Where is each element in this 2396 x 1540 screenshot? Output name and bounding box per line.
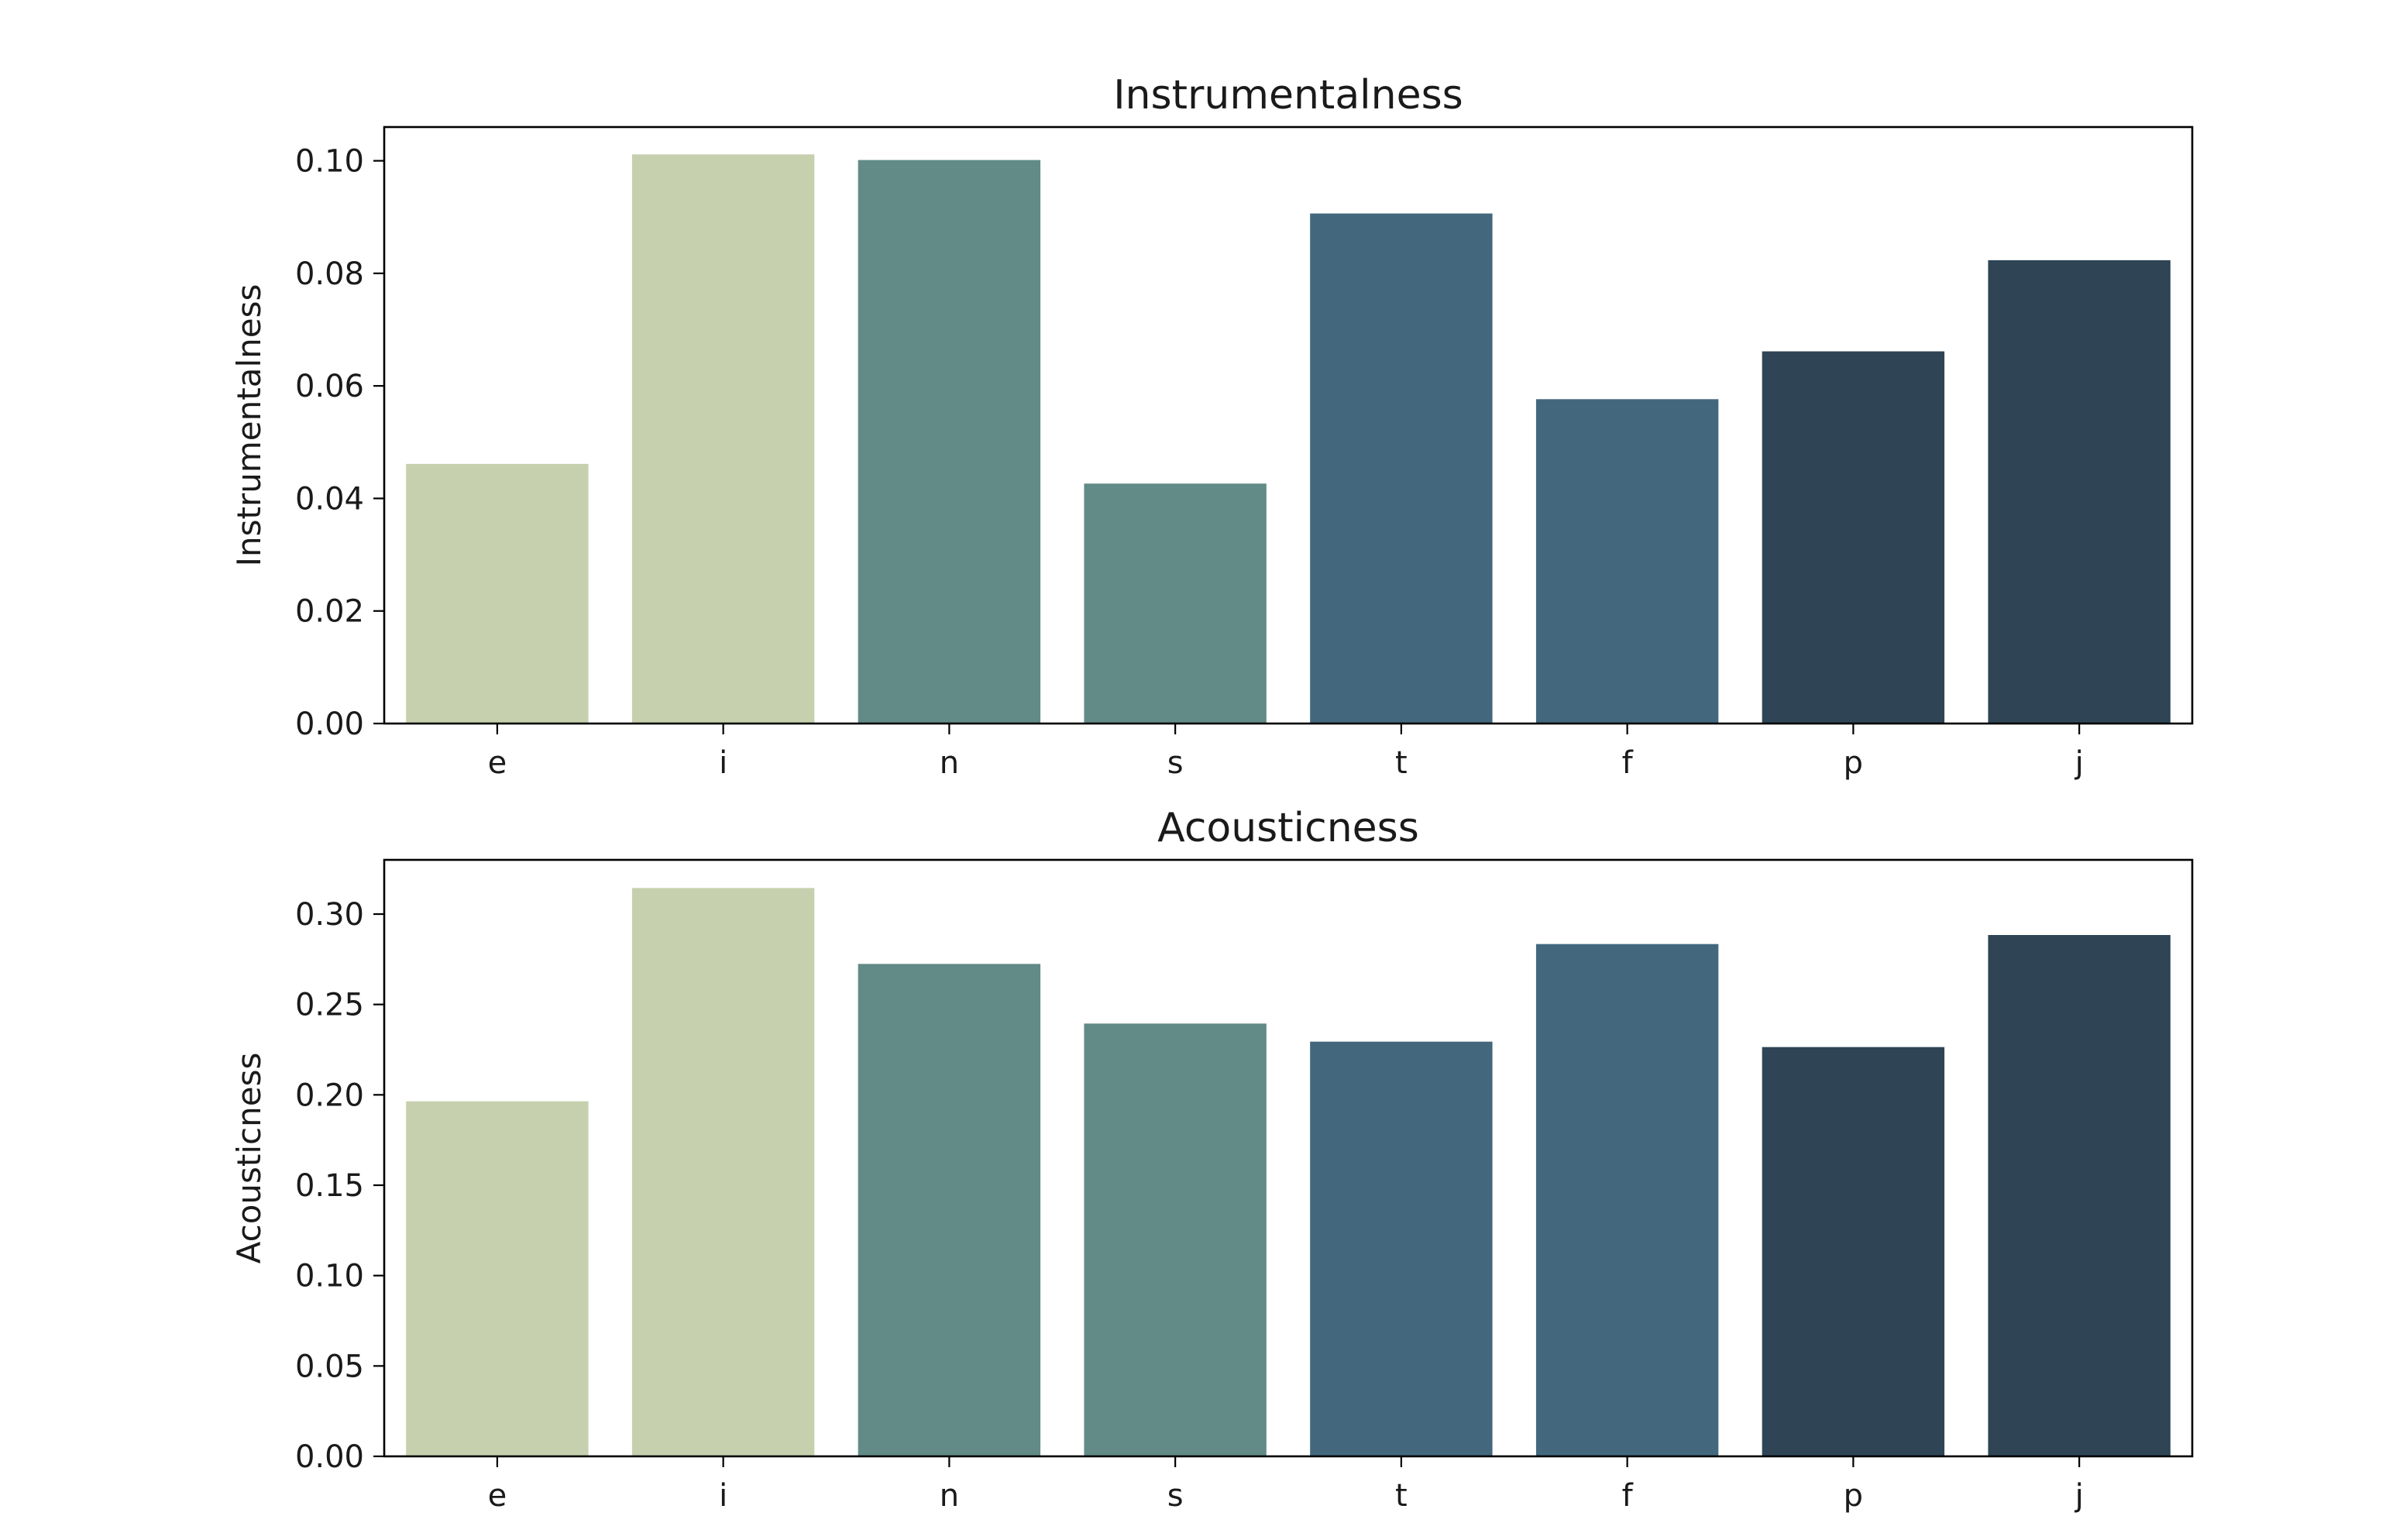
instrumentalness-y-axis-title: Instrumentalness [230, 284, 268, 567]
acousticness-bar-i [631, 888, 815, 1457]
acousticness-xtick-label-i: i [719, 1478, 727, 1514]
acousticness-ytick-label: 0.30 [295, 897, 364, 933]
acousticness-y-axis-title: Acousticness [230, 1053, 268, 1264]
instrumentalness-ytick-label: 0.04 [295, 481, 364, 517]
acousticness-chart-title: Acousticness [1157, 805, 1419, 851]
acousticness-xtick-label-s: s [1167, 1478, 1184, 1514]
acousticness-ytick-label: 0.25 [295, 988, 364, 1023]
instrumentalness-xtick-label-e: e [488, 745, 507, 781]
instrumentalness-bar-e [406, 463, 589, 724]
acousticness-xtick-label-t: t [1395, 1478, 1408, 1514]
acousticness-bar-s [1084, 1023, 1267, 1457]
instrumentalness-xtick-label-i: i [719, 745, 727, 781]
instrumentalness-bar-t [1310, 213, 1493, 724]
instrumentalness-xtick-label-j: j [2075, 745, 2084, 781]
instrumentalness-chart-title: Instrumentalness [1113, 72, 1463, 119]
acousticness-ytick-label: 0.05 [295, 1349, 364, 1384]
acousticness-bar-t [1310, 1041, 1493, 1458]
acousticness-bar-f [1535, 944, 1719, 1458]
instrumentalness-ytick-label: 0.06 [295, 369, 364, 404]
acousticness-xtick-label-f: f [1622, 1478, 1634, 1514]
instrumentalness-axes-frame [383, 125, 2194, 725]
instrumentalness-ytick-label: 0.00 [295, 706, 364, 742]
instrumentalness-xtick-label-n: n [940, 745, 959, 781]
acousticness-chart: 0.00 0.05 0.10 0.15 0.20 0.25 0.30 e i n s t f p j Acou… [230, 805, 2194, 1514]
acousticness-axes-frame [383, 858, 2194, 1458]
instrumentalness-ytick-label: 0.02 [295, 594, 364, 630]
acousticness-ytick-label: 0.10 [295, 1259, 364, 1294]
acousticness-xtick-label-p: p [1844, 1478, 1863, 1514]
acousticness-xtick-label-e: e [488, 1478, 507, 1514]
instrumentalness-bar-i [631, 154, 815, 724]
acousticness-bar-p [1762, 1047, 1945, 1458]
instrumentalness-xtick-label-s: s [1167, 745, 1184, 781]
acousticness-xtick-label-n: n [940, 1478, 959, 1514]
instrumentalness-bar-s [1084, 483, 1267, 725]
instrumentalness-xtick-label-t: t [1395, 745, 1408, 781]
acousticness-ytick-label: 0.15 [295, 1168, 364, 1204]
instrumentalness-ytick-label: 0.10 [295, 144, 364, 180]
instrumentalness-ytick-label: 0.08 [295, 256, 364, 292]
instrumentalness-xtick-label-p: p [1844, 745, 1863, 781]
instrumentalness-bar-j [1988, 260, 2171, 724]
acousticness-ytick-label: 0.00 [295, 1439, 364, 1475]
instrumentalness-bar-p [1762, 351, 1945, 724]
instrumentalness-xtick-label-f: f [1622, 745, 1634, 781]
acousticness-bar-e [406, 1101, 589, 1458]
acousticness-bar-j [1988, 935, 2171, 1457]
acousticness-xtick-label-j: j [2075, 1478, 2084, 1514]
acousticness-ytick-label: 0.20 [295, 1078, 364, 1113]
instrumentalness-chart: 0.00 0.02 0.04 0.06 0.08 0.10 e i n s t f p j Instrume… [230, 72, 2194, 781]
acousticness-bar-n [858, 964, 1041, 1457]
instrumentalness-bar-f [1535, 399, 1719, 724]
instrumentalness-bar-n [858, 160, 1041, 724]
